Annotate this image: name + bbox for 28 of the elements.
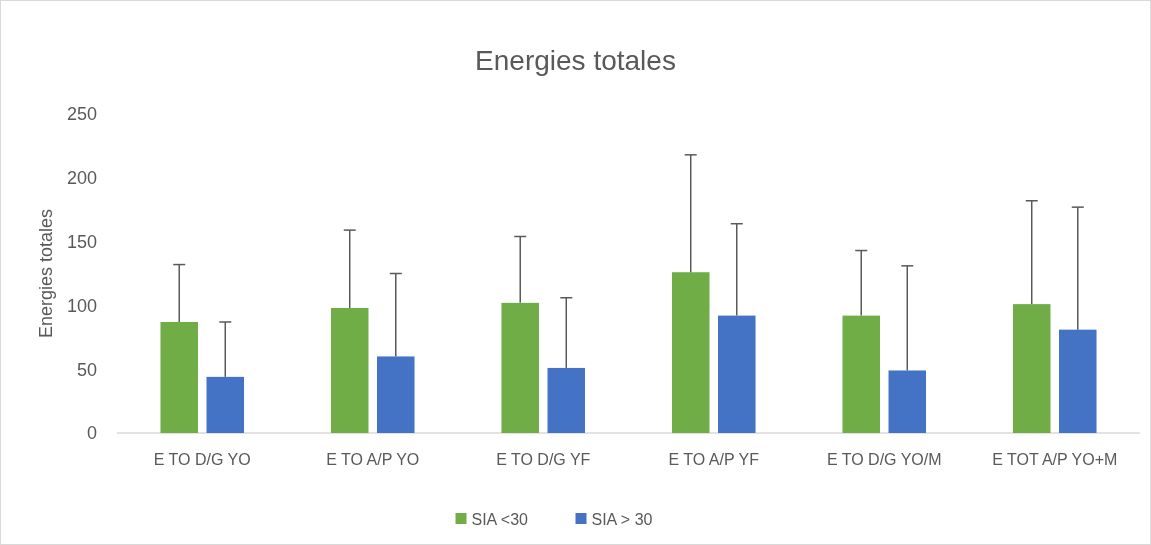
y-tick-label: 100: [66, 295, 97, 316]
x-tick-label: E TO D/G YO/M: [826, 451, 942, 468]
bar: [330, 307, 369, 433]
bar: [888, 370, 927, 433]
bar: [1012, 304, 1051, 433]
x-tick-label: E TO A/P YF: [668, 451, 760, 468]
y-tick-label: 150: [66, 231, 97, 252]
bar: [1059, 329, 1097, 433]
x-tick-label: E TOT A/P YO+M: [992, 451, 1118, 468]
bar: [206, 376, 245, 433]
y-axis-title: Energies totales: [36, 208, 56, 339]
x-tick-label: E TO D/G YF: [496, 451, 591, 468]
bar: [547, 367, 586, 433]
bar: [718, 315, 756, 433]
bar: [842, 315, 880, 433]
y-tick-label: 50: [76, 359, 97, 380]
y-tick-label: 250: [66, 104, 97, 125]
y-tick-label: 0: [86, 423, 97, 444]
bar: [160, 321, 198, 433]
y-tick-label: 200: [66, 168, 97, 189]
bar: [377, 356, 415, 433]
legend-label: SIA > 30: [591, 510, 653, 528]
legend-label: SIA <30: [471, 510, 529, 528]
bar: [671, 272, 710, 433]
x-tick-label: E TO A/P YO: [326, 451, 420, 468]
bar: [501, 302, 539, 433]
x-tick-label: E TO D/G YO: [153, 451, 251, 468]
chart-title: Energies totales: [475, 45, 676, 76]
